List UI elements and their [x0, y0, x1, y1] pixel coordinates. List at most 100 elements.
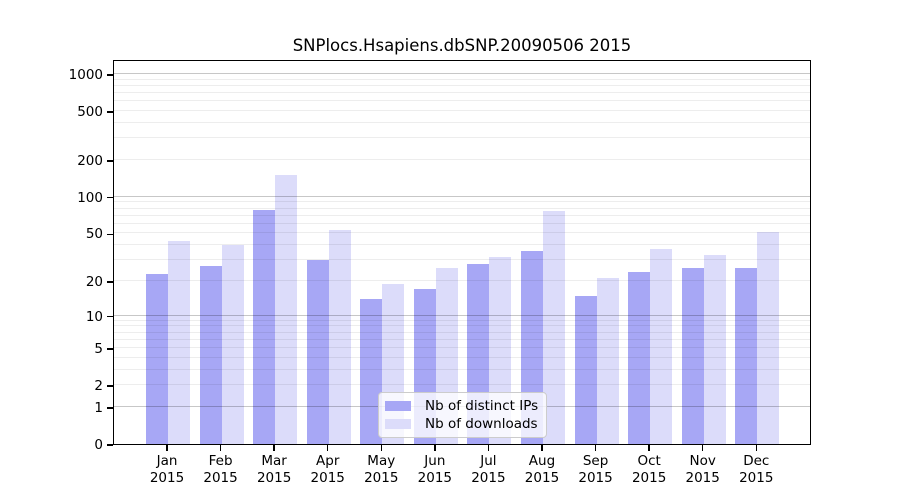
- y-tick-mark: [107, 74, 113, 76]
- legend-entry-distinct-ips: Nb of distinct IPs: [385, 397, 540, 415]
- y-tick-label-0: 0: [94, 437, 103, 453]
- x-tick-label-sep: Sep 2015: [578, 453, 613, 486]
- gridline-600: [114, 100, 810, 102]
- gridline-6: [114, 338, 810, 340]
- x-tick-mark: [755, 445, 757, 451]
- gridline-50: [114, 232, 810, 234]
- y-tick-label-1: 1: [94, 399, 103, 416]
- y-tick-label-20: 20: [85, 273, 103, 290]
- y-tick-mark: [107, 281, 113, 283]
- x-tick-label-may: May 2015: [364, 453, 399, 486]
- legend: Nb of distinct IPs Nb of downloads: [378, 392, 547, 438]
- bar-distinct-ips-oct: [628, 271, 651, 444]
- bar-downloads-dec: [757, 232, 780, 444]
- bar-downloads-feb: [221, 245, 244, 444]
- x-tick-label-apr: Apr 2015: [310, 453, 345, 486]
- bar-distinct-ips-feb: [199, 265, 222, 444]
- x-tick-mark: [273, 445, 275, 451]
- x-tick-mark: [166, 445, 168, 451]
- x-tick-label-nov: Nov 2015: [685, 453, 720, 486]
- x-tick-mark: [487, 445, 490, 451]
- gridline-200: [114, 158, 810, 160]
- bar-downloads-jan: [168, 241, 190, 444]
- y-tick-label-200: 200: [77, 152, 103, 169]
- y-tick-mark: [107, 315, 113, 318]
- gridline-400: [114, 122, 810, 123]
- y-tick-label-5: 5: [94, 341, 103, 358]
- gridline-70: [114, 214, 810, 216]
- gridline-9: [114, 319, 810, 321]
- x-tick-label-jun: Jun 2015: [417, 453, 453, 486]
- chart-title: SNPlocs.Hsapiens.dbSNP.20090506 2015: [292, 36, 632, 55]
- gridline-60: [114, 222, 810, 224]
- gridline-5: [114, 347, 810, 348]
- bar-downloads-mar: [275, 175, 298, 444]
- gridline-7: [114, 331, 810, 333]
- gridline-10: [114, 314, 810, 316]
- bar-distinct-ips-nov: [681, 267, 704, 444]
- y-tick-label-10: 10: [85, 308, 103, 325]
- y-tick-label-1000: 1000: [68, 66, 103, 83]
- x-tick-label-jan: Jan 2015: [149, 453, 185, 486]
- y-tick-label-100: 100: [77, 189, 103, 206]
- gridline-8: [114, 325, 810, 327]
- gridline-300: [114, 137, 810, 139]
- gridline-80: [114, 207, 810, 209]
- gridline-500: [114, 110, 810, 111]
- gridline-4: [114, 356, 810, 358]
- gridline-800: [114, 84, 810, 86]
- gridline-90: [114, 201, 810, 203]
- plot-area: Nb of distinct IPs Nb of downloads: [113, 60, 811, 445]
- x-tick-mark: [380, 445, 382, 451]
- legend-label-downloads: Nb of downloads: [425, 416, 538, 432]
- y-tick-mark: [107, 385, 113, 387]
- y-tick-mark: [107, 348, 113, 350]
- x-tick-label-oct: Oct 2015: [631, 453, 667, 486]
- legend-label-distinct-ips: Nb of distinct IPs: [425, 398, 539, 414]
- bar-downloads-oct: [650, 249, 673, 444]
- gridline-20: [114, 279, 810, 281]
- x-tick-mark: [702, 445, 704, 451]
- gridline-30: [114, 259, 810, 261]
- y-tick-label-500: 500: [77, 104, 103, 121]
- x-tick-label-feb: Feb 2015: [203, 453, 238, 486]
- x-tick-mark: [434, 445, 436, 451]
- gridline-100: [114, 195, 810, 197]
- x-tick-label-dec: Dec 2015: [739, 453, 774, 486]
- gridline-700: [114, 92, 810, 93]
- gridline-40: [114, 244, 810, 246]
- y-tick-mark: [107, 160, 113, 162]
- bar-downloads-apr: [328, 230, 351, 444]
- x-tick-mark: [541, 445, 543, 451]
- gridline-3: [114, 368, 810, 370]
- bar-distinct-ips-may: [360, 299, 383, 444]
- y-tick-mark: [107, 407, 113, 409]
- bar-distinct-ips-jan: [146, 273, 168, 444]
- bar-downloads-nov: [703, 255, 726, 444]
- x-tick-mark: [648, 445, 650, 451]
- gridline-1000: [114, 73, 810, 74]
- y-tick-label-50: 50: [85, 226, 103, 243]
- legend-swatch-downloads: [385, 418, 411, 430]
- legend-swatch-distinct-ips: [385, 400, 411, 412]
- bar-distinct-ips-mar: [253, 210, 276, 444]
- x-tick-mark: [219, 445, 222, 451]
- bar-downloads-sep: [596, 278, 619, 444]
- y-tick-mark: [107, 197, 113, 199]
- y-tick-mark: [107, 111, 113, 113]
- bar-distinct-ips-dec: [735, 267, 758, 444]
- legend-entry-downloads: Nb of downloads: [385, 415, 540, 433]
- x-tick-mark: [327, 445, 329, 451]
- bar-distinct-ips-sep: [574, 295, 597, 444]
- x-tick-label-aug: Aug 2015: [524, 453, 560, 486]
- gridline-2: [114, 384, 810, 386]
- y-tick-mark: [107, 233, 113, 236]
- bar-distinct-ips-apr: [306, 260, 329, 444]
- x-tick-label-mar: Mar 2015: [256, 453, 292, 486]
- y-tick-mark: [107, 444, 113, 446]
- x-tick-label-jul: Jul 2015: [471, 453, 506, 486]
- bar-downloads-aug: [542, 210, 565, 444]
- gridline-900: [114, 78, 810, 80]
- y-tick-label-2: 2: [94, 378, 103, 395]
- x-tick-mark: [594, 445, 597, 451]
